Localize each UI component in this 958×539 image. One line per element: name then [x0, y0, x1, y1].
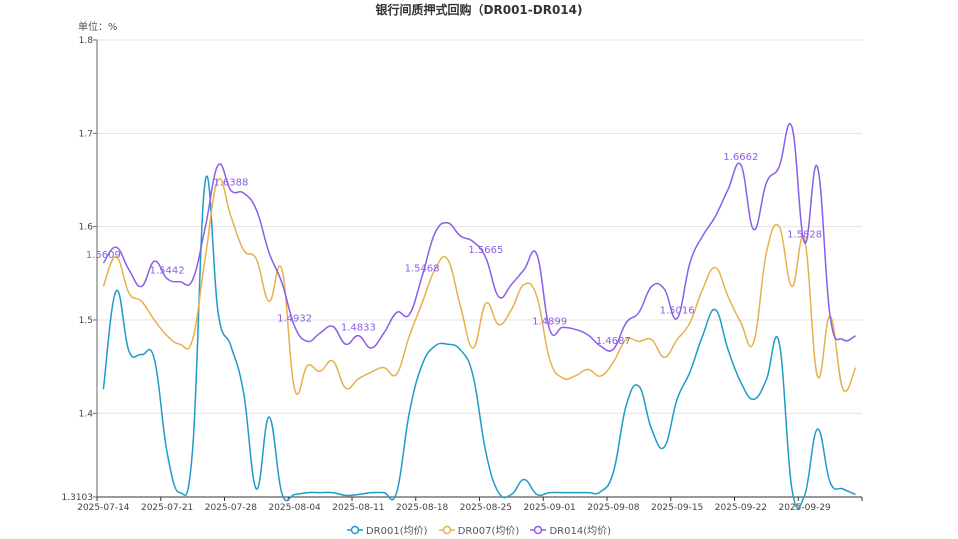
data-label: 1.4687 — [596, 336, 631, 347]
legend-item-dr014[interactable]: DR014(均价) — [530, 522, 611, 537]
y-tick-label: 1.3103 — [62, 493, 94, 503]
x-tick-label: 2025-07-14 — [77, 503, 130, 513]
x-tick-label: 2025-08-04 — [268, 503, 321, 513]
legend-marker-icon — [346, 525, 363, 534]
x-tick-label: 2025-09-29 — [778, 503, 831, 513]
y-tick-label: 1.5 — [79, 316, 93, 326]
y-tick-label: 1.7 — [79, 129, 93, 139]
legend-item-dr001[interactable]: DR001(均价) — [346, 522, 428, 537]
legend-item-dr007[interactable]: DR007(均价) — [438, 522, 520, 537]
series-line-dr007 — [102, 177, 857, 395]
data-label: 1.6388 — [213, 177, 248, 188]
data-label: 1.6662 — [723, 152, 758, 163]
legend-marker-icon — [530, 525, 547, 534]
data-label: 1.4833 — [341, 323, 376, 334]
data-label: 1.5442 — [150, 266, 185, 277]
x-tick-label: 2025-07-28 — [205, 503, 258, 513]
x-tick-label: 2025-09-22 — [715, 503, 767, 513]
y-tick-label: 1.6 — [79, 223, 94, 233]
data-label: 1.5468 — [405, 263, 440, 274]
x-tick-label: 2025-09-08 — [587, 503, 640, 513]
x-tick-label: 2025-07-21 — [141, 503, 193, 513]
x-tick-label: 2025-09-01 — [523, 503, 575, 513]
legend-label: DR014(均价) — [549, 526, 611, 537]
x-tick-label: 2025-08-11 — [332, 503, 384, 513]
x-tick-label: 2025-08-18 — [396, 503, 449, 513]
unit-label: 单位：% — [78, 22, 118, 33]
data-label: 1.5828 — [787, 230, 822, 241]
data-label: 1.5016 — [660, 305, 695, 316]
legend-marker-icon — [438, 525, 455, 534]
y-tick-label: 1.8 — [79, 36, 94, 46]
data-label: 1.5665 — [468, 245, 503, 256]
data-label: 1.4899 — [532, 316, 567, 327]
legend-label: DR007(均价) — [457, 526, 520, 537]
series-line-dr001 — [102, 175, 856, 509]
x-tick-label: 2025-08-25 — [460, 503, 512, 513]
series-line-dr014 — [102, 123, 856, 352]
data-label: 1.5609 — [86, 250, 121, 261]
chart-title: 银行间质押式回购（DR001-DR014) — [375, 3, 583, 17]
legend: DR001(均价) DR007(均价) DR014(均价) — [0, 522, 958, 538]
data-label: 1.4932 — [277, 313, 312, 324]
legend-label: DR001(均价) — [365, 526, 428, 537]
x-tick-label: 2025-09-15 — [651, 503, 703, 513]
y-tick-label: 1.4 — [79, 409, 94, 419]
